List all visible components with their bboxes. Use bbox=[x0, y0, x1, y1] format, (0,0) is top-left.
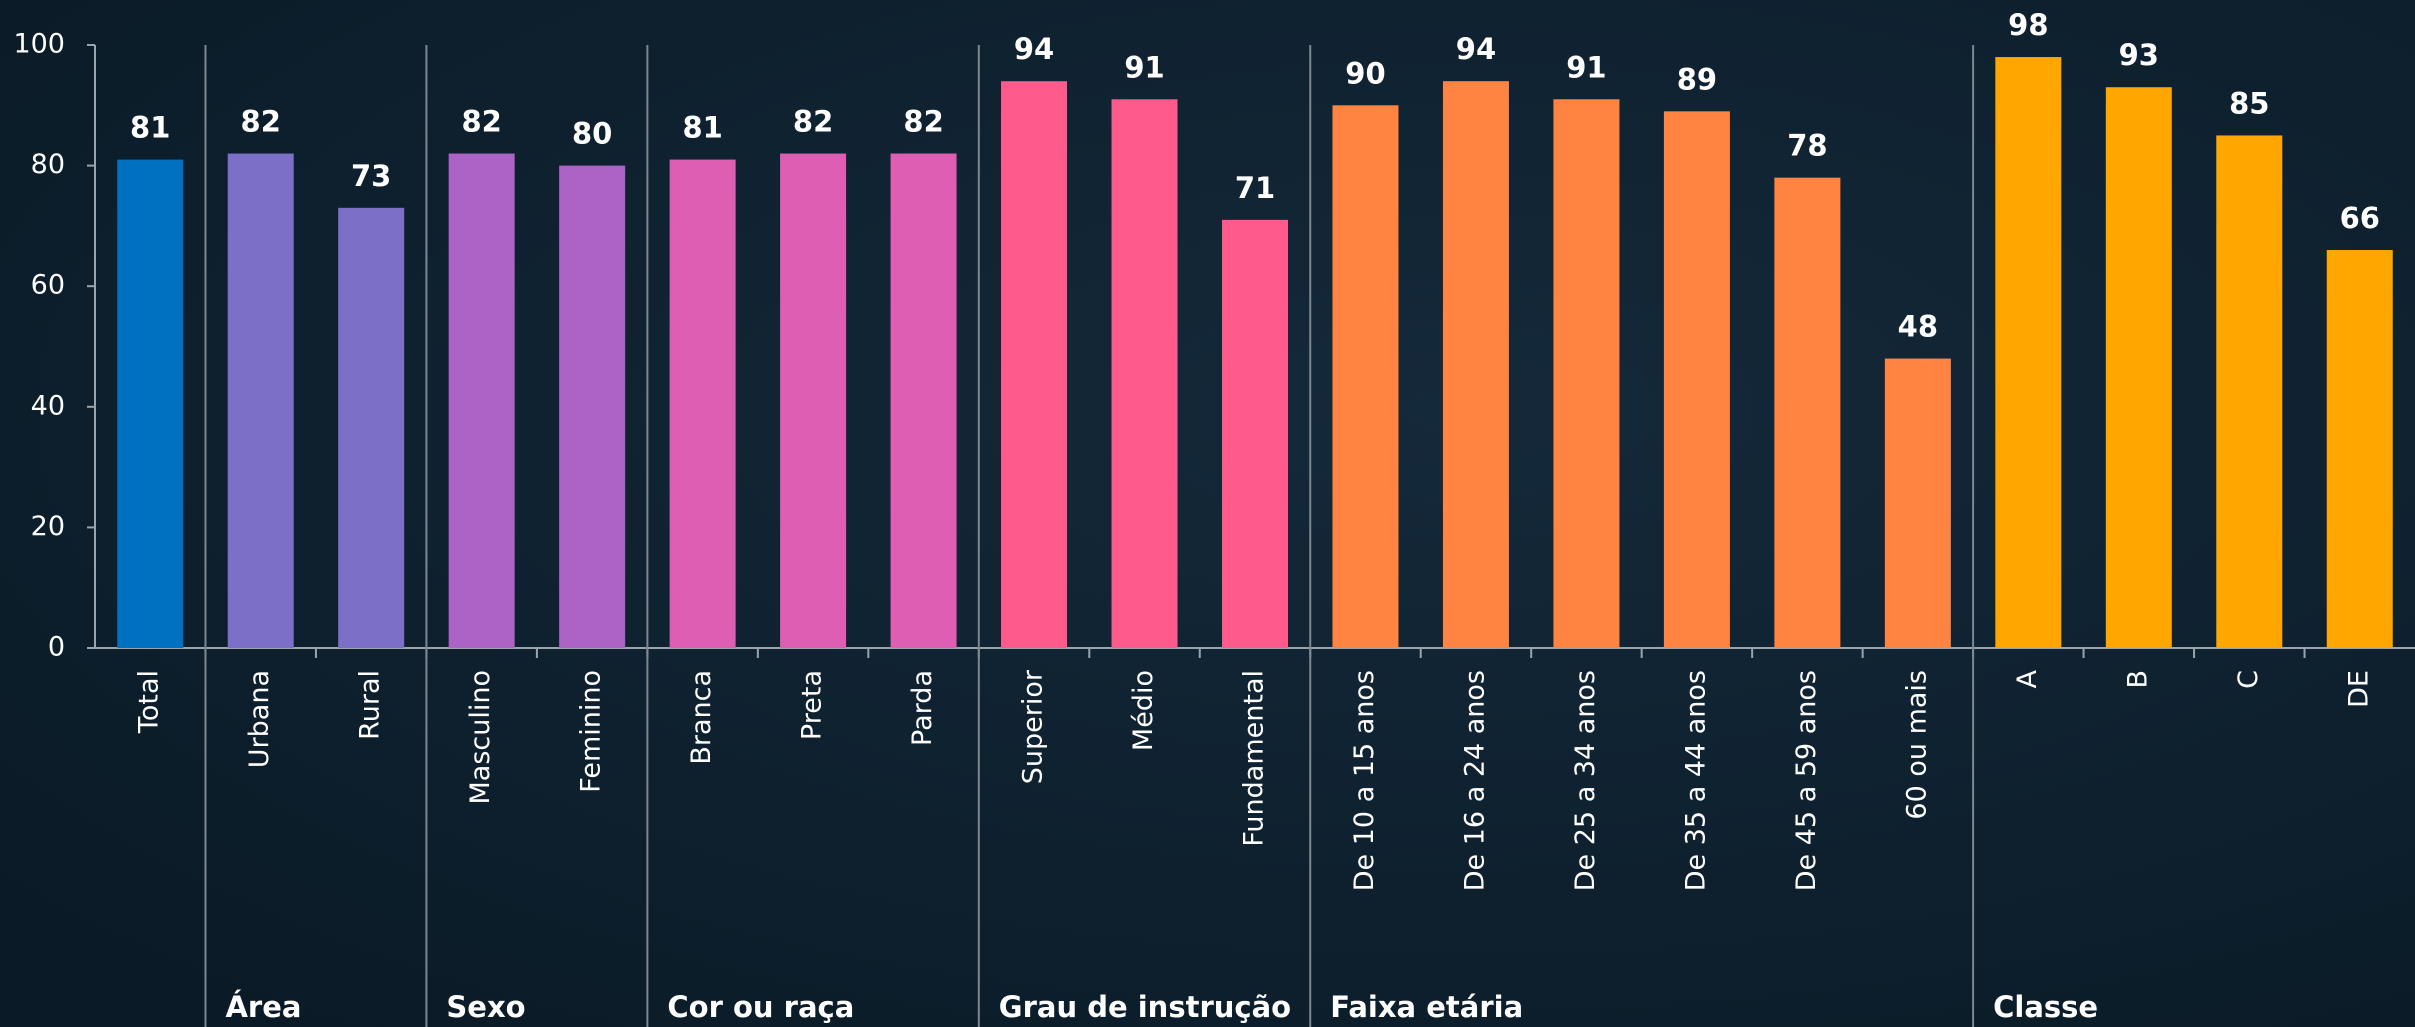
x-tick-label: Médio bbox=[1128, 670, 1159, 751]
y-tick-label: 40 bbox=[31, 390, 65, 421]
value-label: 81 bbox=[130, 111, 170, 145]
bar bbox=[780, 153, 847, 649]
value-label: 91 bbox=[1124, 50, 1164, 84]
bar bbox=[1884, 358, 1951, 648]
bar bbox=[1111, 99, 1178, 648]
bar bbox=[1995, 57, 2062, 649]
x-tick-label: Preta bbox=[797, 670, 828, 740]
value-label: 71 bbox=[1235, 171, 1275, 205]
group-label: Faixa etária bbox=[1330, 990, 1523, 1024]
bar bbox=[338, 207, 405, 648]
group-label: Classe bbox=[1993, 990, 2098, 1024]
bar bbox=[1001, 81, 1068, 649]
x-tick-label: De 25 a 34 anos bbox=[1570, 670, 1601, 891]
y-tick-label: 80 bbox=[31, 149, 65, 180]
x-tick-label: Urbana bbox=[244, 670, 275, 768]
value-label: 91 bbox=[1566, 50, 1606, 84]
y-tick-label: 20 bbox=[31, 511, 65, 542]
bar bbox=[2105, 87, 2172, 648]
x-tick-label: Total bbox=[134, 670, 165, 734]
value-label: 94 bbox=[1014, 32, 1054, 66]
x-tick-label: Masculino bbox=[465, 670, 496, 805]
x-tick-label: De 45 a 59 anos bbox=[1791, 670, 1822, 891]
group-label: Área bbox=[225, 990, 301, 1024]
group-label: Grau de instrução bbox=[999, 990, 1291, 1024]
bar bbox=[1222, 219, 1288, 648]
bar bbox=[1774, 177, 1841, 648]
bar bbox=[1553, 99, 1620, 648]
value-label: 82 bbox=[793, 105, 833, 139]
x-tick-label: De 16 a 24 anos bbox=[1459, 670, 1490, 891]
bar bbox=[2216, 135, 2283, 648]
value-label: 82 bbox=[461, 105, 501, 139]
bar bbox=[890, 153, 957, 649]
value-label: 89 bbox=[1677, 62, 1717, 96]
value-label: 90 bbox=[1345, 56, 1385, 90]
bar bbox=[2326, 250, 2393, 648]
value-label: 94 bbox=[1456, 32, 1496, 66]
bar bbox=[448, 153, 515, 649]
bar bbox=[1663, 111, 1730, 648]
x-tick-label: Fundamental bbox=[1239, 670, 1270, 847]
value-label: 93 bbox=[2119, 38, 2159, 72]
x-tick-label: Rural bbox=[355, 670, 386, 740]
value-label: 85 bbox=[2229, 86, 2269, 120]
x-tick-label: A bbox=[2012, 669, 2043, 688]
bar bbox=[227, 153, 294, 649]
value-label: 73 bbox=[351, 159, 391, 193]
group-label: Sexo bbox=[446, 990, 525, 1024]
x-tick-label: C bbox=[2233, 670, 2264, 689]
y-tick-label: 100 bbox=[13, 29, 65, 60]
value-label: 81 bbox=[682, 111, 722, 145]
x-tick-label: De 10 a 15 anos bbox=[1349, 670, 1380, 891]
x-tick-label: Feminino bbox=[576, 670, 607, 793]
y-tick-label: 0 bbox=[48, 632, 65, 663]
value-label: 80 bbox=[572, 117, 612, 151]
x-tick-label: Branca bbox=[686, 670, 717, 765]
x-tick-label: De 35 a 44 anos bbox=[1680, 670, 1711, 891]
value-label: 98 bbox=[2008, 8, 2048, 42]
value-label: 48 bbox=[1898, 310, 1938, 344]
value-label: 66 bbox=[2340, 201, 2380, 235]
value-label: 78 bbox=[1787, 129, 1827, 163]
value-label: 82 bbox=[903, 105, 943, 139]
value-label: 82 bbox=[241, 105, 281, 139]
y-tick-label: 60 bbox=[31, 270, 65, 301]
x-tick-label: 60 ou mais bbox=[1901, 670, 1932, 820]
bar bbox=[117, 159, 184, 648]
bar bbox=[669, 159, 736, 648]
bar bbox=[559, 165, 626, 648]
bar bbox=[1442, 81, 1509, 649]
x-tick-label: DE bbox=[2343, 670, 2374, 708]
x-tick-label: B bbox=[2122, 670, 2153, 689]
bar bbox=[1332, 105, 1399, 649]
group-label: Cor ou raça bbox=[667, 990, 854, 1024]
x-tick-label: Superior bbox=[1018, 669, 1049, 784]
x-tick-label: Parda bbox=[907, 670, 938, 746]
